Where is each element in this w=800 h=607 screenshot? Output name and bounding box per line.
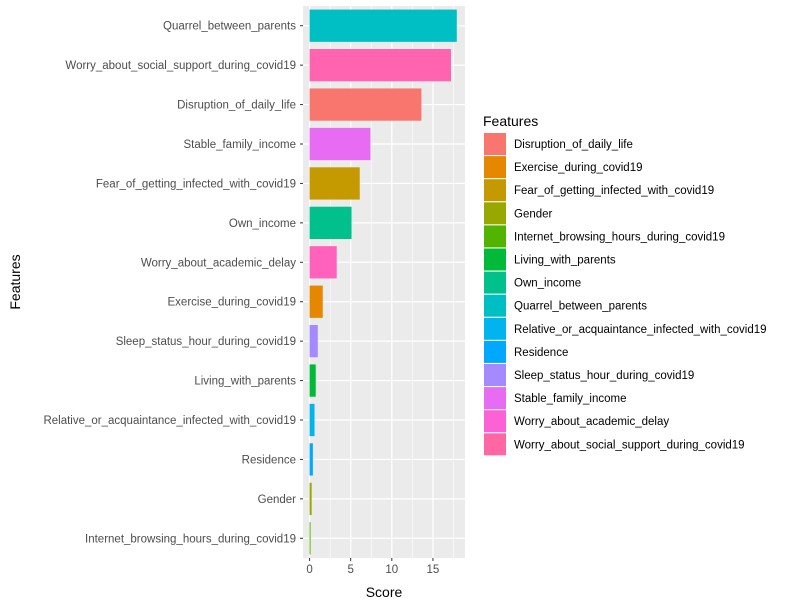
legend-label: Worry_about_social_support_during_covid1… [514, 439, 745, 451]
bar [309, 9, 457, 42]
legend-label: Internet_browsing_hours_during_covid19 [514, 231, 725, 243]
x-tick-label: 5 [347, 564, 353, 576]
legend-label: Exercise_during_covid19 [514, 162, 643, 174]
legend-label: Worry_about_academic_delay [514, 416, 669, 428]
legend-key [484, 340, 506, 363]
bar [309, 482, 312, 515]
legend-key [484, 271, 506, 294]
x-tick-label: 15 [427, 564, 440, 576]
legend-key [484, 133, 506, 155]
y-tick-label: Sleep_status_hour_during_covid19 [116, 336, 296, 348]
y-tick-label: Residence [242, 454, 296, 466]
x-axis: 0 5 10 15 [306, 558, 439, 576]
legend-key [484, 202, 506, 225]
bar [309, 88, 422, 121]
legend-key [484, 433, 506, 456]
y-tick-label: Exercise_during_covid19 [168, 297, 297, 309]
legend-label: Living_with_parents [514, 255, 616, 267]
y-tick-label: Worry_about_academic_delay [141, 257, 296, 269]
y-tick-label: Fear_of_getting_infected_with_covid19 [96, 178, 296, 190]
bar [309, 127, 371, 161]
y-tick-label: Living_with_parents [194, 376, 296, 388]
bar [309, 49, 452, 82]
legend-label: Sleep_status_hour_during_covid19 [514, 370, 694, 382]
y-tick-label: Own_income [229, 218, 296, 230]
legend-key [484, 156, 506, 179]
x-axis-title: Score [366, 584, 403, 600]
bar [309, 167, 360, 200]
legend-key [484, 248, 506, 271]
bar [309, 364, 316, 397]
x-tick-label: 10 [385, 564, 398, 576]
legend-label: Quarrel_between_parents [514, 301, 647, 313]
bar [309, 285, 323, 318]
bar [309, 206, 352, 239]
y-tick-label: Internet_browsing_hours_during_covid19 [85, 533, 296, 545]
y-tick-label: Stable_family_income [183, 139, 296, 151]
bar [309, 325, 318, 358]
legend-label: Relative_or_acquaintance_infected_with_c… [514, 324, 767, 336]
legend-key [484, 410, 506, 433]
y-axis-title: Features [7, 254, 23, 309]
legend-key [484, 364, 506, 386]
legend-key [484, 294, 506, 317]
legend-label: Own_income [514, 278, 581, 290]
legend-label: Stable_family_income [514, 393, 627, 405]
bar [309, 443, 313, 476]
legend-key [484, 179, 506, 202]
legend-label: Gender [514, 208, 553, 220]
legend: Features Disruption_of_daily_life Exercis… [483, 113, 767, 456]
bar-series [309, 9, 457, 555]
bar [309, 522, 311, 555]
y-axis: Quarrel_between_parents Worry_about_socia… [43, 21, 303, 545]
legend-label: Fear_of_getting_infected_with_covid19 [514, 185, 714, 197]
legend-key [484, 225, 506, 248]
y-tick-label: Relative_or_acquaintance_infected_with_c… [43, 415, 296, 427]
y-tick-label: Gender [258, 494, 297, 506]
x-tick-label: 0 [306, 564, 312, 576]
y-tick-label: Quarrel_between_parents [163, 21, 296, 33]
legend-key [484, 317, 506, 340]
y-tick-label: Disruption_of_daily_life [177, 100, 296, 112]
legend-label: Residence [514, 347, 568, 359]
legend-key [484, 387, 506, 410]
bar [309, 403, 315, 437]
legend-title: Features [483, 113, 538, 129]
bar [309, 246, 337, 279]
y-tick-label: Worry_about_social_support_during_covid1… [65, 60, 296, 72]
legend-label: Disruption_of_daily_life [514, 139, 633, 151]
